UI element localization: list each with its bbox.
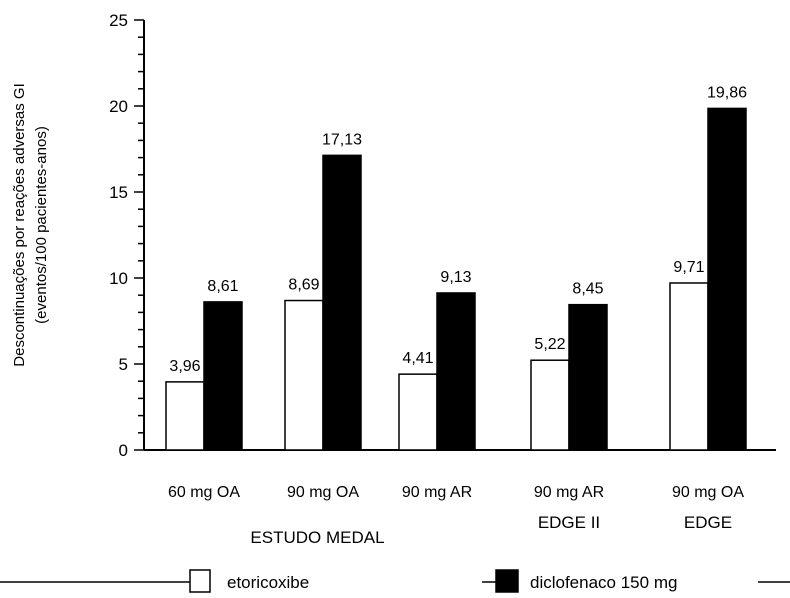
category-label: 90 mg AR xyxy=(402,484,472,501)
group-label: ESTUDO MEDAL xyxy=(250,528,384,547)
data-label-etoricoxibe: 4,41 xyxy=(402,350,433,367)
bar-diclofenaco xyxy=(203,301,243,451)
group-label: EDGE xyxy=(684,513,732,532)
group-label: EDGE II xyxy=(538,513,600,532)
group-labels: ESTUDO MEDAL EDGE II EDGE xyxy=(250,513,732,547)
y-tick-label: 25 xyxy=(109,11,128,30)
y-tick-label: 5 xyxy=(119,355,128,374)
bar-etoricoxibe xyxy=(284,299,324,451)
data-label-diclofenaco: 8,45 xyxy=(572,281,603,298)
category-label: 90 mg OA xyxy=(287,484,359,501)
bar-diclofenaco xyxy=(322,154,362,451)
bar-etoricoxibe xyxy=(398,373,438,451)
data-labels: 3,96 8,61 8,69 17,13 4,41 9,13 5,22 8,45 9,71 19,… xyxy=(169,84,747,374)
data-label-etoricoxibe: 8,69 xyxy=(288,277,319,294)
data-label-etoricoxibe: 9,71 xyxy=(673,259,704,276)
data-label-diclofenaco: 19,86 xyxy=(707,84,747,101)
data-label-diclofenaco: 9,13 xyxy=(440,269,471,286)
bar-diclofenaco xyxy=(707,107,747,451)
y-tick-label: 0 xyxy=(119,441,128,460)
y-tick-label: 10 xyxy=(109,269,128,288)
category-label: 90 mg AR xyxy=(534,484,604,501)
y-axis-title-line-2: (eventos/100 pacientes-anos) xyxy=(33,126,50,324)
data-label-etoricoxibe: 3,96 xyxy=(169,358,200,375)
data-label-diclofenaco: 17,13 xyxy=(322,131,362,148)
y-axis-title: Descontinuações por reações adversas GI … xyxy=(11,83,50,366)
legend-label-etoricoxibe: etoricoxibe xyxy=(227,573,309,592)
legend-swatch-diclofenaco xyxy=(495,569,519,593)
legend: etoricoxibe diclofenaco 150 mg xyxy=(0,569,790,593)
y-tick-label: 20 xyxy=(109,97,128,116)
category-label: 60 mg OA xyxy=(168,484,240,501)
y-axis-title-line-1: Descontinuações por reações adversas GI xyxy=(11,83,28,366)
bar-diclofenaco xyxy=(436,292,476,451)
bar-etoricoxibe xyxy=(530,359,570,451)
y-tick-label: 15 xyxy=(109,183,128,202)
category-labels: 60 mg OA 90 mg OA 90 mg AR 90 mg AR 90 mg OA xyxy=(168,484,744,501)
category-label: 90 mg OA xyxy=(672,484,744,501)
bars xyxy=(165,107,747,451)
bar-diclofenaco xyxy=(568,303,608,451)
y-ticks: 0 5 10 15 20 25 xyxy=(109,11,144,460)
bar-etoricoxibe xyxy=(669,282,709,451)
data-label-etoricoxibe: 5,22 xyxy=(534,336,565,353)
bar-etoricoxibe xyxy=(165,381,205,451)
data-label-diclofenaco: 8,61 xyxy=(207,278,238,295)
legend-swatch-etoricoxibe xyxy=(189,569,211,593)
legend-label-diclofenaco: diclofenaco 150 mg xyxy=(530,573,677,592)
